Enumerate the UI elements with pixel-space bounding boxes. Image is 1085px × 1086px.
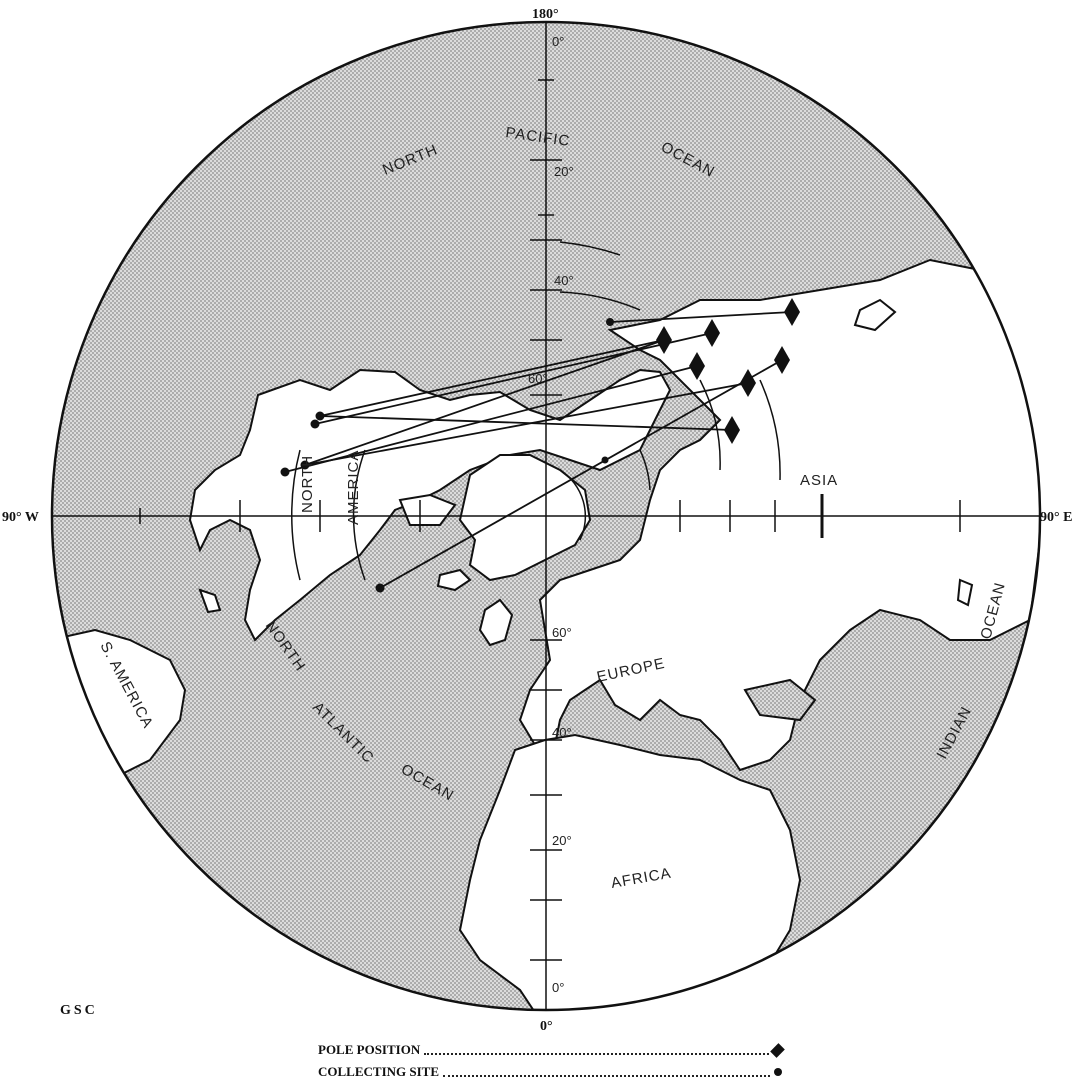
lat-label: 20° [552,833,572,848]
legend-leader-dots [424,1045,769,1055]
meridian-label-right: 90° E [1040,510,1072,525]
pole-position-marker [740,369,756,397]
collecting-site-marker [280,467,290,477]
collecting-sites [280,318,614,593]
credit-label: GSC [60,1003,98,1018]
pole-position-marker [689,352,705,380]
lat-label: 0° [552,34,564,49]
lat-label: 60° [552,625,572,640]
collecting-site-marker [310,419,320,429]
pole-position-marker [724,416,740,444]
dot-icon [774,1068,782,1076]
label-asia: ASIA [800,472,838,489]
land-greenland [458,454,592,582]
site-pole-connections [284,311,793,589]
lat-label: 20° [554,164,574,179]
meridian-label-left: 90° W [2,510,39,525]
legend-collecting-site-label: COLLECTING SITE [318,1064,440,1079]
land-eurasia [518,258,1040,772]
meridian-label-top: 180° [532,7,559,22]
collecting-site-marker [315,411,325,421]
label-north-america-2: AMERICA [345,450,362,525]
lat-label: 40° [552,725,572,740]
land-africa [458,733,802,1010]
land-japan [853,298,897,332]
legend-pole-position-label: POLE POSITION [318,1042,421,1057]
lat-label: 0° [552,980,564,995]
legend-collecting-site: COLLECTING SITE [318,1064,788,1080]
collecting-site-marker [606,318,614,326]
meridian-label-bottom: 0° [540,1019,553,1034]
legend-leader-dots [443,1067,770,1077]
land-iceland [436,568,472,592]
land-madagascar [956,578,974,607]
diamond-icon [770,1042,785,1058]
collecting-site-marker [300,460,310,470]
land-caribbean [198,588,222,614]
land-north-america [188,368,672,642]
land-arctic-islands [398,493,457,526]
lat-label: 40° [554,273,574,288]
land-british-isles [478,598,514,647]
pole-position-marker [704,319,720,347]
pole-position-marker [656,326,672,354]
collecting-site-marker [375,583,385,593]
pole-position-marker [774,346,790,374]
lat-label: 60° [528,371,548,386]
caspian-sea [743,678,817,722]
collecting-site-marker [601,456,609,464]
legend-pole-position: POLE POSITION [318,1042,788,1058]
pole-positions [656,298,800,444]
label-north-america-1: NORTH [299,455,316,513]
pole-position-marker [784,298,800,326]
